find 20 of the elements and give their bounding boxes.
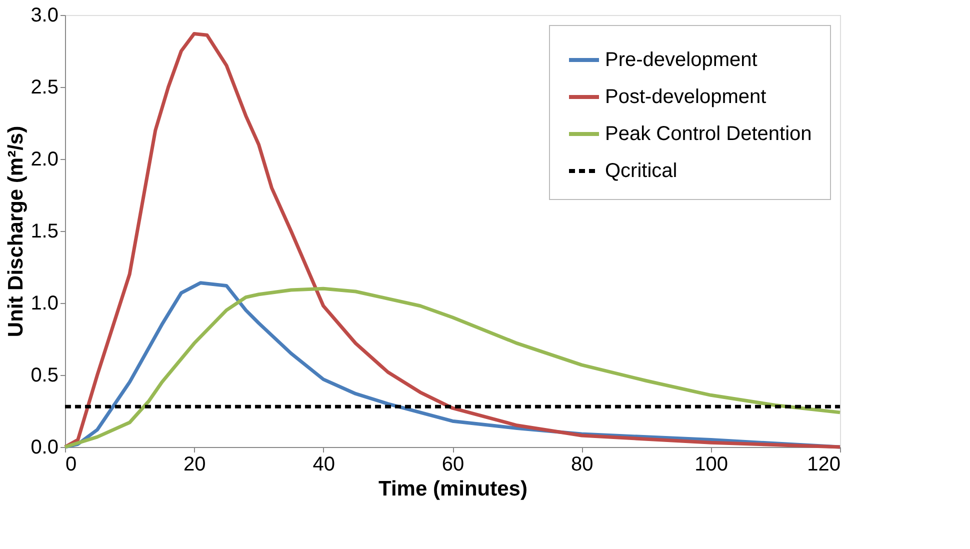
y-tick-label: 2.0 — [30, 148, 58, 170]
x-axis-title: Time (minutes) — [378, 478, 528, 500]
y-tick-label: 0.0 — [30, 436, 58, 458]
x-tick-label: 40 — [312, 454, 335, 476]
x-tick-label: 60 — [442, 454, 464, 476]
legend-label: Pre-development — [605, 49, 758, 71]
y-axis-title: Unit Discharge (m²/s) — [4, 126, 28, 338]
y-tick-label: 2.5 — [30, 76, 58, 98]
y-tick-label: 1.0 — [30, 292, 58, 314]
x-tick-label: 20 — [184, 454, 206, 476]
y-tick-label: 1.5 — [30, 220, 58, 242]
x-tick-label: 0 — [66, 454, 77, 476]
legend-label: Qcritical — [605, 160, 678, 182]
x-tick-label: 100 — [694, 454, 728, 476]
legend-label: Post-development — [605, 86, 767, 108]
x-tick-label: 80 — [571, 454, 594, 476]
legend-label: Peak Control Detention — [605, 123, 812, 145]
x-tick-label: 120 — [807, 454, 840, 476]
y-tick-label: 0.5 — [30, 364, 58, 386]
y-tick-label: 3.0 — [30, 4, 58, 26]
